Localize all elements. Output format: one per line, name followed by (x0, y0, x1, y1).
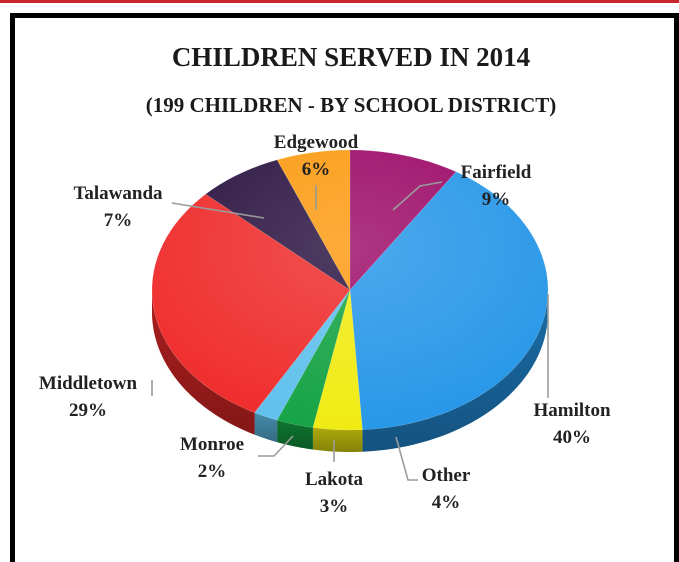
label-hamilton: Hamilton (533, 400, 610, 421)
pie-tops (151, 149, 549, 431)
pie-leaders (151, 181, 549, 481)
pie-top-highlight (152, 150, 548, 430)
chart-title: CHILDREN SERVED IN 2014 (172, 42, 530, 72)
value-middletown: 29% (69, 400, 107, 421)
pie-labels: Fairfield 9% Hamilton 40% Other 4% Lakota 3% Mon… (39, 132, 611, 517)
leader-line-fairfield (392, 181, 443, 211)
value-hamilton: 40% (553, 427, 591, 448)
chart-subtitle: (199 CHILDREN - BY SCHOOL DISTRICT) (146, 93, 557, 117)
value-lakota: 3% (320, 496, 349, 517)
leader-line-talawanda (171, 202, 265, 219)
pie-side-other (312, 427, 363, 452)
top-rule (0, 0, 679, 3)
label-talawanda: Talawanda (73, 183, 163, 204)
value-talawanda: 7% (104, 210, 133, 231)
pie-side-shade-monroe (254, 412, 278, 443)
label-middletown: Middletown (39, 373, 138, 394)
value-edgewood: 6% (302, 159, 331, 180)
label-fairfield: Fairfield (461, 162, 532, 183)
label-other: Other (422, 465, 471, 486)
label-monroe: Monroe (180, 434, 244, 455)
pie-side-shade-middletown (152, 290, 255, 435)
pie-side-shade-hamilton (362, 290, 548, 452)
pie-side-middletown (152, 290, 255, 435)
leader-line-other (395, 436, 418, 481)
pie-side-hamilton (362, 290, 548, 452)
label-edgewood: Edgewood (274, 132, 359, 153)
pie-side-monroe (254, 412, 278, 443)
value-monroe: 2% (198, 461, 227, 482)
value-other: 4% (432, 492, 461, 513)
value-fairfield: 9% (482, 189, 511, 210)
leader-line-monroe (258, 435, 294, 457)
label-lakota: Lakota (305, 469, 364, 490)
pie-side-shade-other (312, 427, 363, 452)
